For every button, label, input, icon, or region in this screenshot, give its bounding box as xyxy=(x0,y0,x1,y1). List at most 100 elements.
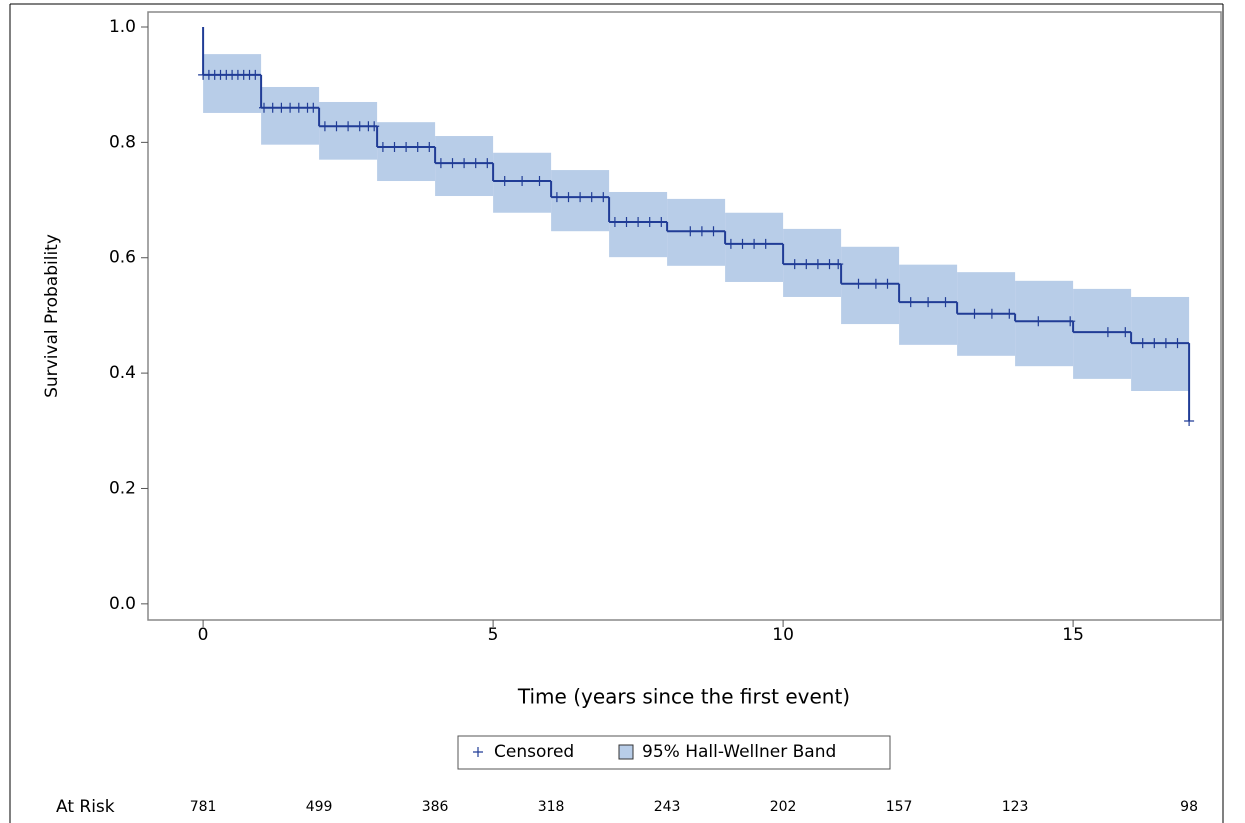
censored-mark xyxy=(1004,308,1015,319)
censored-mark xyxy=(656,216,667,227)
censored-mark xyxy=(389,141,400,152)
censored-mark xyxy=(267,102,278,113)
censored-mark xyxy=(401,141,412,152)
legend-censored-symbol xyxy=(473,747,483,757)
at-risk-value: 386 xyxy=(422,799,449,815)
at-risk-value: 499 xyxy=(306,799,333,815)
confidence-band xyxy=(1015,280,1074,367)
censored-mark xyxy=(708,226,719,237)
x-axis-label: Time (years since the first event) xyxy=(517,685,850,709)
at-risk-value: 243 xyxy=(654,799,681,815)
censored-mark xyxy=(285,102,296,113)
censored-mark xyxy=(459,158,470,169)
censored-mark xyxy=(259,102,269,113)
confidence-band xyxy=(783,228,842,297)
at-risk-label: At Risk xyxy=(56,797,115,817)
at-risk-value: 123 xyxy=(1002,799,1029,815)
censored-mark xyxy=(534,176,545,187)
y-tick-label: 1.0 xyxy=(109,17,136,37)
censored-mark xyxy=(853,278,864,289)
censored-mark xyxy=(1137,338,1148,349)
at-risk-value: 781 xyxy=(190,799,217,815)
censored-mark xyxy=(575,192,586,203)
censored-mark xyxy=(343,121,354,132)
confidence-band xyxy=(667,198,726,266)
censored-mark xyxy=(644,216,655,227)
censored-mark xyxy=(412,141,423,152)
censored-mark xyxy=(447,158,458,169)
censored-mark xyxy=(737,238,748,249)
censored-mark xyxy=(250,69,261,80)
censored-mark xyxy=(482,158,493,169)
censored-mark xyxy=(923,297,934,308)
censored-mark xyxy=(1102,327,1113,338)
censored-mark xyxy=(551,192,562,203)
censored-mark xyxy=(609,216,620,227)
plot-frame xyxy=(147,11,1222,621)
at-risk-value: 157 xyxy=(886,799,913,815)
censored-mark xyxy=(882,278,893,289)
censored-mark xyxy=(812,259,823,270)
censored-mark xyxy=(354,121,365,132)
censored-mark xyxy=(940,297,951,308)
censored-mark xyxy=(598,192,609,203)
y-tick-label: 0.6 xyxy=(109,248,136,268)
censored-mark xyxy=(760,238,771,249)
x-tick-label: 10 xyxy=(772,625,794,645)
censored-mark xyxy=(749,238,760,249)
y-tick-label: 0.0 xyxy=(109,594,136,614)
legend-box xyxy=(457,735,891,770)
censored-mark xyxy=(1184,415,1195,426)
censored-mark xyxy=(308,102,319,113)
confidence-band xyxy=(841,246,900,325)
at-risk-value: 202 xyxy=(770,799,797,815)
censored-mark xyxy=(986,308,997,319)
censored-mark xyxy=(369,121,380,132)
censored-mark xyxy=(1065,316,1076,327)
censored-mark xyxy=(725,238,736,249)
censored-mark xyxy=(789,259,800,270)
censored-mark xyxy=(1120,327,1131,338)
legend-band-symbol xyxy=(618,744,634,760)
x-tick-label: 5 xyxy=(488,625,499,645)
at-risk-value: 98 xyxy=(1180,799,1198,815)
censored-mark xyxy=(833,259,844,270)
censored-mark xyxy=(563,192,574,203)
censored-mark xyxy=(633,216,644,227)
censored-mark xyxy=(1033,316,1044,327)
legend-label: Censored xyxy=(494,742,574,762)
y-tick-label: 0.8 xyxy=(109,132,136,152)
censored-mark xyxy=(499,176,510,187)
censored-mark xyxy=(1172,338,1183,349)
censored-mark xyxy=(276,102,287,113)
censored-mark xyxy=(1160,338,1171,349)
censored-mark xyxy=(969,308,980,319)
confidence-band xyxy=(1073,288,1132,379)
at-risk-value: 318 xyxy=(538,799,565,815)
y-tick-label: 0.4 xyxy=(109,363,136,383)
censored-mark xyxy=(293,102,304,113)
legend-label: 95% Hall-Wellner Band xyxy=(642,742,836,762)
censored-mark xyxy=(621,216,632,227)
censored-mark xyxy=(824,259,835,270)
censored-mark xyxy=(470,158,481,169)
censored-mark xyxy=(586,192,597,203)
censored-mark xyxy=(435,158,446,169)
censored-mark xyxy=(319,121,330,132)
censored-mark xyxy=(696,226,707,237)
censored-mark xyxy=(1149,338,1160,349)
y-tick-label: 0.2 xyxy=(109,478,136,498)
censored-mark xyxy=(870,278,881,289)
censored-mark xyxy=(801,259,812,270)
censored-mark xyxy=(377,141,388,152)
x-tick-label: 0 xyxy=(198,625,209,645)
x-tick-label: 15 xyxy=(1062,625,1084,645)
censored-mark xyxy=(517,176,528,187)
censored-mark xyxy=(905,297,916,308)
censored-mark xyxy=(424,141,435,152)
confidence-band xyxy=(261,86,320,145)
y-axis-label: Survival Probability xyxy=(42,234,62,398)
censored-mark xyxy=(331,121,342,132)
confidence-band xyxy=(203,54,262,113)
